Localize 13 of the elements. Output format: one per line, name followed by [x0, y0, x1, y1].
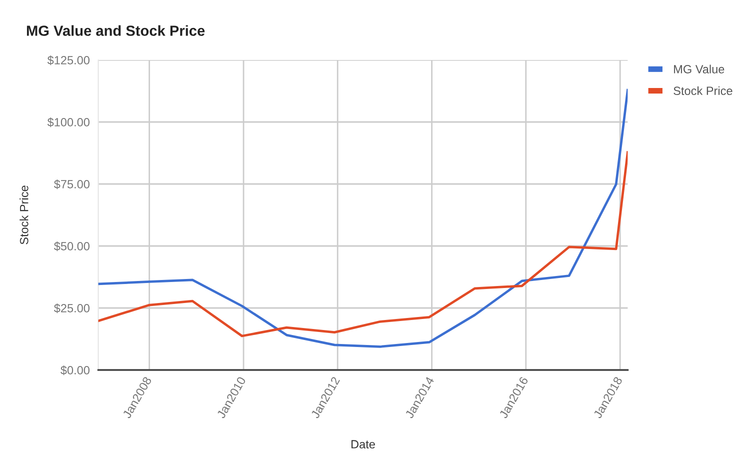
y-tick-label: $50.00: [54, 242, 90, 252]
legend-label: Stock Price: [674, 86, 732, 96]
y-tick-label: $25.00: [54, 304, 90, 314]
y-tick-label: $0.00: [60, 366, 90, 376]
line-series: [98, 88, 628, 348]
x-axis-title: Date: [352, 440, 375, 448]
y-tick-label: $100.00: [47, 118, 90, 128]
legend-label: MG Value: [674, 64, 724, 74]
y-axis-title: Stock Price: [20, 186, 28, 244]
line-series: [98, 151, 628, 338]
y-tick-label: $75.00: [54, 180, 90, 190]
y-tick-label: $125.00: [47, 56, 90, 66]
chart-title: MG Value and Stock Price: [26, 25, 205, 36]
